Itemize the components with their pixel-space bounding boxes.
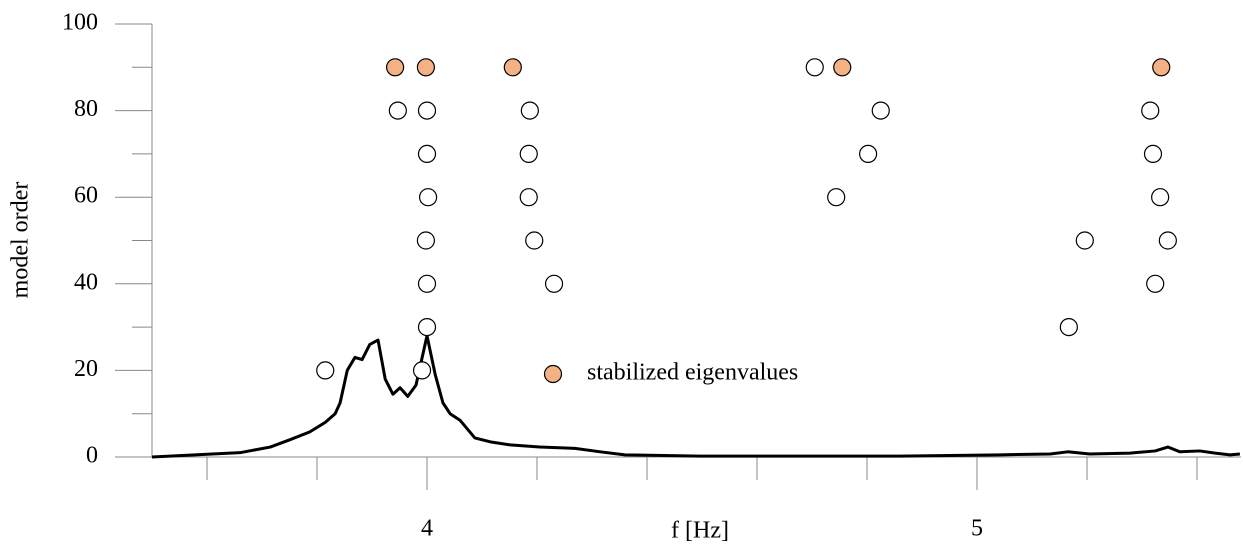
eigenvalue-point <box>419 188 438 207</box>
y-tick-label: 20 <box>74 356 98 382</box>
eigenvalue-point <box>417 274 437 293</box>
eigenvalue-point <box>519 144 538 163</box>
eigenvalue-point <box>871 101 890 120</box>
x-axis-label: f [Hz] <box>671 518 729 544</box>
eigenvalue-point <box>416 231 435 250</box>
eigenvalue-point <box>388 101 407 120</box>
spectrum-line <box>151 334 1241 459</box>
eigenvalue-point <box>1146 274 1165 293</box>
eigenvalue-point <box>386 58 405 77</box>
eigenvalue-point <box>416 58 435 77</box>
y-tick-label: 0 <box>86 443 98 469</box>
y-tick-label: 100 <box>62 10 98 36</box>
eigenvalue-point <box>1158 231 1177 250</box>
eigenvalue-point <box>827 188 846 207</box>
x-tick-label: 5 <box>971 516 983 542</box>
legend-label: stabilized eigenvalues <box>587 360 798 386</box>
x-tick-label: 4 <box>421 516 433 542</box>
eigenvalue-point <box>503 58 522 77</box>
legend-marker <box>543 364 563 384</box>
eigenvalue-point <box>1075 231 1094 250</box>
eigenvalue-point <box>833 58 852 77</box>
eigenvalue-point <box>544 274 564 293</box>
eigenvalue-point <box>1152 58 1171 77</box>
y-axis-label: model order <box>8 182 34 299</box>
eigenvalue-point <box>417 101 437 120</box>
eigenvalue-point <box>525 231 544 250</box>
y-tick-label: 80 <box>74 96 98 122</box>
eigenvalue-point <box>519 188 538 207</box>
eigenvalue-point <box>1143 144 1163 163</box>
eigenvalue-point <box>417 318 437 337</box>
y-tick-label: 40 <box>74 269 98 295</box>
eigenvalue-point <box>520 101 539 120</box>
eigenvalue-point <box>1151 188 1170 207</box>
eigenvalue-point <box>1059 318 1078 337</box>
eigenvalue-point <box>805 58 824 77</box>
y-tick-label: 60 <box>74 183 98 209</box>
eigenvalue-point <box>412 361 432 380</box>
eigenvalue-point <box>858 144 878 163</box>
eigenvalue-point <box>316 361 335 380</box>
eigenvalue-point <box>1141 101 1160 120</box>
eigenvalue-point <box>417 144 437 163</box>
